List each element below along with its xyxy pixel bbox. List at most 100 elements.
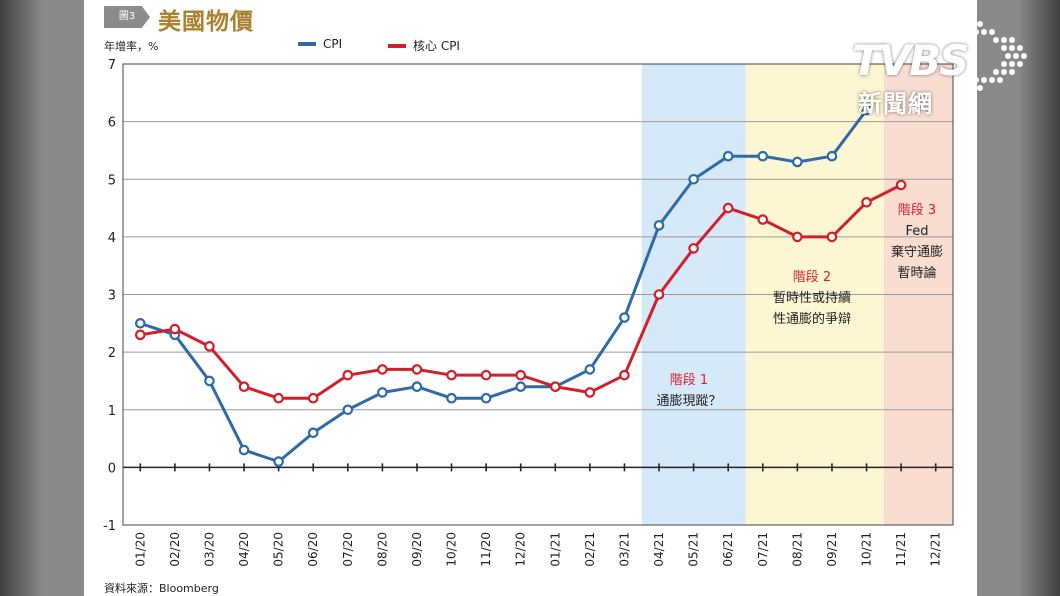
x-tick-label: 07/21 [756, 532, 770, 567]
core-cpi-point [584, 387, 596, 398]
core-cpi-point [895, 179, 907, 191]
cpi-point [307, 427, 319, 439]
stage-1-note: 通膨現蹤？ [656, 394, 721, 409]
core-cpi-point [204, 341, 215, 352]
cpi-point [238, 444, 250, 456]
core-cpi-point [446, 369, 457, 381]
legend-item-cpi: CPI [298, 37, 342, 51]
cpi-point [861, 104, 872, 116]
x-tick-label: 02/20 [168, 532, 182, 567]
x-tick-label: 03/20 [202, 532, 216, 567]
x-tick-label: 02/21 [583, 532, 597, 567]
cpi-point [653, 220, 665, 231]
stage-2-note: 性通膨的爭辯 [773, 311, 851, 327]
stage-3-note: Fed [905, 224, 928, 239]
x-tick-label: 09/21 [825, 532, 839, 567]
legend-label-cpi: CPI [323, 37, 343, 51]
chart-title: 美國物價 [158, 8, 254, 35]
core-cpi-point [861, 197, 872, 208]
core-cpi-point [653, 289, 665, 300]
x-tick-label: 10/20 [445, 532, 459, 567]
x-tick-label: 11/20 [479, 532, 493, 567]
x-tick-label: 05/21 [687, 532, 701, 567]
core-cpi-point [792, 231, 803, 243]
core-cpi-point [619, 369, 630, 381]
cpi-point [480, 392, 492, 404]
cpi-point [377, 387, 388, 398]
x-tick-label: 06/20 [306, 532, 320, 567]
core-cpi-point [307, 392, 319, 404]
core-cpi-point [757, 214, 769, 225]
cpi-point [204, 375, 215, 387]
x-tick-label: 01/20 [133, 532, 147, 567]
core-cpi-point [377, 364, 388, 375]
stage-3-note: 棄守通膨 [891, 245, 943, 260]
cpi-point [273, 456, 284, 467]
core-cpi-point [238, 381, 250, 392]
core-cpi-point [342, 369, 354, 381]
x-tick-label: 09/20 [410, 532, 424, 567]
y-tick-label: 3 [108, 289, 116, 304]
cpi-point [757, 150, 769, 162]
x-tick-label: 12/20 [514, 532, 528, 567]
core-cpi-point [480, 369, 492, 381]
stage-2-title: 階段 2 [793, 270, 831, 285]
x-tick-label: 10/21 [860, 532, 874, 567]
x-tick-label: 11/21 [894, 532, 908, 567]
y-tick-label: 1 [108, 404, 116, 419]
stage-3-note: 暫時論 [897, 265, 936, 281]
cpi-point [342, 404, 354, 416]
core-cpi-point [826, 231, 838, 243]
tvbs-logo-text: TVBS [852, 36, 969, 85]
legend-swatch-core-cpi [388, 43, 406, 48]
y-tick-label: 0 [108, 461, 116, 476]
cpi-point [515, 381, 527, 392]
cpi-point [722, 150, 734, 162]
legend-item-core-cpi: 核心 CPI [388, 37, 460, 54]
core-cpi-point [515, 369, 527, 381]
y-axis-unit-label: 年增率，% [104, 40, 159, 53]
x-tick-label: 04/21 [652, 532, 666, 567]
legend-swatch-cpi [298, 42, 316, 46]
y-tick-label: -1 [103, 519, 116, 534]
core-cpi-point [169, 323, 181, 335]
cpi-point [826, 150, 838, 162]
y-tick-label: 7 [108, 58, 116, 73]
tvbs-logo-icon [953, 21, 1027, 91]
x-tick-label: 06/21 [721, 532, 735, 567]
y-tick-label: 6 [108, 116, 116, 131]
x-tick-label: 01/21 [548, 532, 562, 567]
x-tick-label: 07/20 [341, 532, 355, 567]
cpi-point [134, 318, 146, 329]
cpi-point [619, 312, 630, 323]
tvbs-logo-subtitle: 新聞網 [858, 90, 933, 118]
legend-label-core-cpi: 核心 CPI [413, 39, 460, 53]
stage-1-title: 階段 1 [670, 373, 708, 388]
series-line-cpi [139, 109, 868, 464]
core-cpi-point [688, 243, 699, 254]
core-cpi-point [273, 392, 284, 404]
core-cpi-point [549, 381, 561, 392]
cpi-point [411, 381, 423, 392]
y-tick-label: 4 [108, 231, 116, 246]
cpi-point [792, 156, 803, 168]
plot-frame [122, 63, 954, 526]
core-cpi-point [134, 329, 146, 341]
x-tick-label: 12/21 [929, 532, 943, 567]
y-tick-label: 5 [108, 173, 116, 188]
cpi-point [446, 392, 457, 404]
x-tick-label: 08/20 [375, 532, 389, 567]
cpi-point [688, 173, 699, 185]
x-tick-label: 08/21 [790, 532, 804, 567]
y-tick-label: 2 [108, 346, 116, 361]
source-note: 資料來源：Bloomberg [104, 582, 219, 595]
core-cpi-point [722, 202, 734, 214]
core-cpi-point [411, 364, 423, 375]
x-tick-label: 04/20 [237, 532, 251, 567]
figure-tag: 圖3 [104, 6, 150, 28]
cpi-point [584, 364, 596, 375]
x-tick-label: 03/21 [617, 532, 631, 567]
x-tick-label: 05/20 [272, 532, 286, 567]
stage-3-title: 階段 3 [898, 203, 936, 218]
